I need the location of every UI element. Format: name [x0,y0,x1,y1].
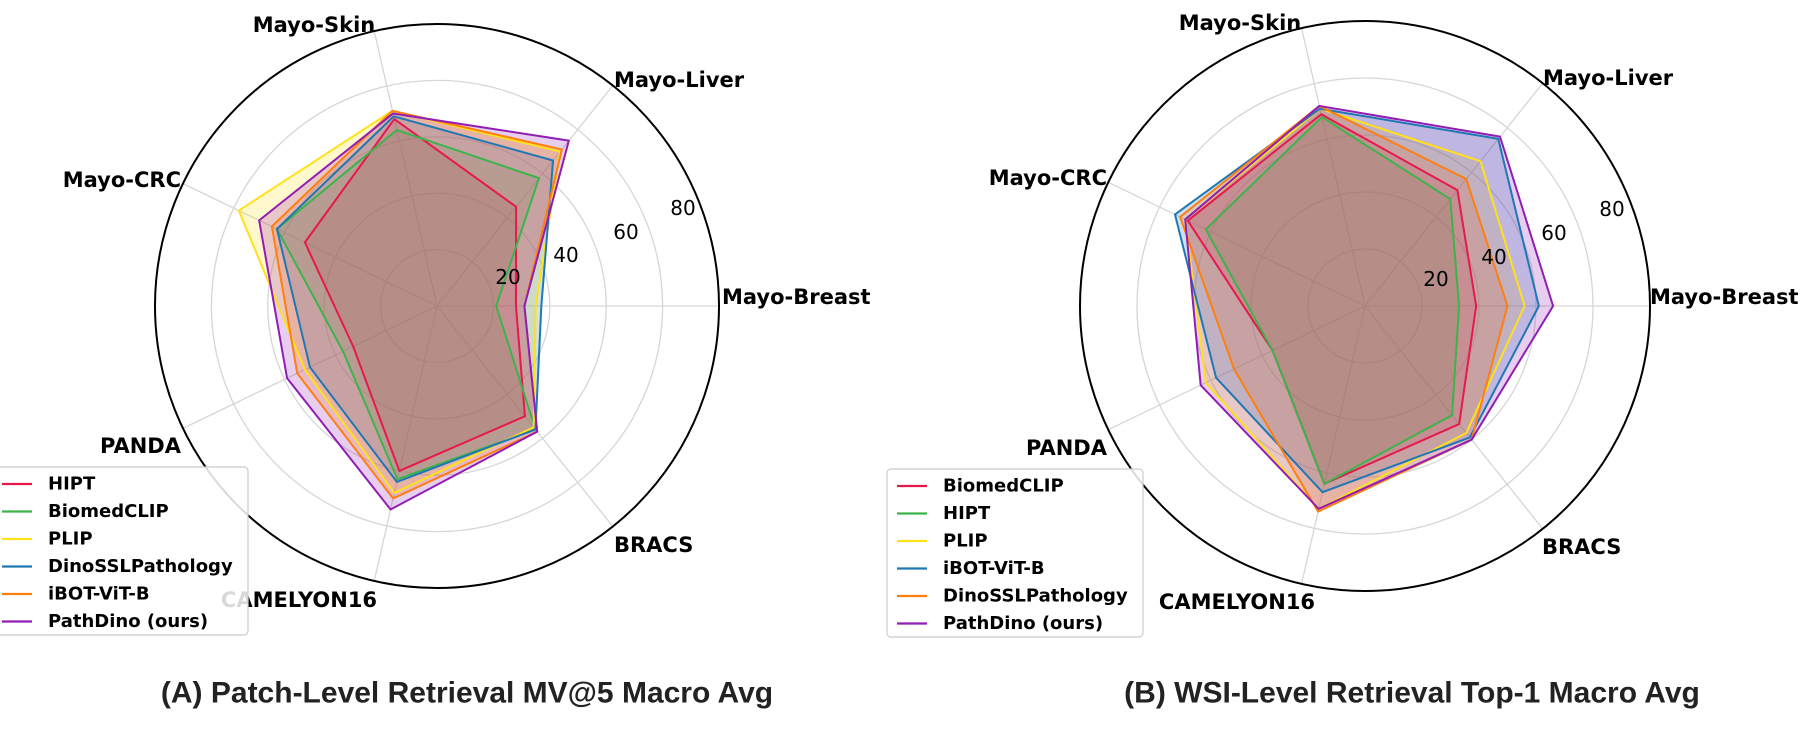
outer-circle [154,23,720,589]
legend-label: DinoSSLPathology [48,556,233,577]
legend-box [886,468,1144,638]
series-area-plip [1185,108,1525,509]
radar-chart-wsi-level: 20 40 60 80 Mayo-Breast Mayo-Liver Mayo-Skin Ma… [886,11,1799,710]
legend-item-hipt: HIPT [2,474,96,495]
r-tick-label: 20 [495,265,520,289]
series-area-hipt [1205,117,1460,484]
legend-item-plip: PLIP [897,531,988,552]
legend-label: iBOT-ViT-B [943,558,1045,579]
legend-label: PLIP [943,531,988,552]
spoke-camelyon16 [1300,305,1366,584]
outer-circle [1079,20,1651,592]
legend-item-plip: PLIP [2,529,93,550]
legend-item-ibot-vit-b: iBOT-ViT-B [897,558,1045,579]
legend-item-dinosslpathology: DinoSSLPathology [897,586,1128,607]
legend-item-biomedclip: BiomedCLIP [2,501,169,522]
axis-label-mayo-liver: Mayo-Liver [1543,66,1674,90]
legend-item-ibot-vit-b: iBOT-ViT-B [2,584,150,605]
legend-label: HIPT [943,503,991,524]
legend-item-dinosslpathology: DinoSSLPathology [2,556,233,577]
legend-label: PathDino (ours) [48,611,208,632]
axis-label-bracs: BRACS [1542,535,1621,559]
r-tick-label: 60 [613,220,638,244]
axis-label-mayo-liver: Mayo-Liver [614,68,745,92]
spoke-mayo-liver [1364,82,1544,307]
series-line-pathdino-ours [1184,104,1555,510]
legend-label: PathDino (ours) [943,613,1103,634]
series-line-plip [1184,107,1526,510]
spoke-mayo-liver [436,85,614,307]
spoke-mayo-crc [182,183,438,307]
legend-label: BiomedCLIP [943,476,1064,497]
legend: BiomedCLIP HIPT PLIP iBOT-ViT-B DinoSSLPatho… [886,468,1144,638]
series-area-hipt [304,119,525,471]
axis-label-mayo-crc: Mayo-CRC [63,168,181,192]
series-area-biomedclip [276,130,539,480]
legend: HIPT BiomedCLIP PLIP DinoSSLPathology iBOT-V… [0,466,249,636]
spoke-mayo-skin [1300,28,1366,307]
series-fills [1174,105,1554,512]
axis-label-panda: PANDA [100,434,182,458]
spoke-mayo-crc [1107,181,1366,307]
r-tick-label: 60 [1541,221,1566,245]
chart-title: (B) WSI-Level Retrieval Top-1 Macro Avg [1124,677,1700,710]
series-area-dinosslpathology [276,116,554,482]
legend-label: DinoSSLPathology [943,586,1128,607]
r-tick-label: 80 [670,196,695,220]
series-area-biomedclip [1187,114,1477,484]
axis-label-panda: PANDA [1026,436,1108,460]
series-lines [1173,104,1555,513]
axis-label-mayo-breast: Mayo-Breast [1650,285,1799,309]
series-area-ibot-vit-b [1174,108,1539,493]
spoke-mayo-skin [373,30,438,307]
legend-item-pathdino-ours: PathDino (ours) [897,613,1103,634]
series-area-pathdino-ours [259,113,569,510]
series-lines [237,109,570,511]
spoke-bracs [1364,305,1544,530]
series-line-pathdino-ours [258,112,570,511]
series-area-plip [238,110,561,493]
series-line-dinosslpathology [275,115,555,483]
series-fills [238,110,569,510]
series-line-hipt [303,118,526,472]
radar-chart-patch-level: 20 40 60 80 Mayo-Breast Mayo-Liver Mayo-Skin Ma… [0,13,871,710]
series-line-ibot-vit-b [270,109,563,500]
legend-box [0,466,249,636]
series-line-biomedclip [1186,113,1478,485]
legend-item-biomedclip: BiomedCLIP [897,476,1064,497]
spoke-camelyon16 [373,305,438,582]
r-tick-label: 40 [1481,245,1506,269]
series-line-hipt [1204,116,1461,485]
axis-label-mayo-crc: Mayo-CRC [989,166,1107,190]
r-tick-label: 80 [1599,197,1624,221]
legend-label: HIPT [48,474,96,495]
r-tick-label: 40 [553,243,578,267]
series-area-ibot-vit-b [271,110,562,499]
axis-label-mayo-breast: Mayo-Breast [722,285,871,309]
axis-label-camelyon16: CAMELYON16 [1159,590,1315,614]
axis-label-mayo-skin: Mayo-Skin [253,13,376,37]
axis-label-mayo-skin: Mayo-Skin [1179,11,1302,35]
legend-label: BiomedCLIP [48,501,169,522]
axis-label-bracs: BRACS [614,533,693,557]
series-line-ibot-vit-b [1173,107,1540,494]
legend-label: PLIP [48,529,93,550]
series-area-dinosslpathology [1180,105,1508,512]
legend-item-pathdino-ours: PathDino (ours) [2,611,208,632]
chart-title: (A) Patch-Level Retrieval MV@5 Macro Avg [161,677,773,710]
legend-label: iBOT-ViT-B [48,584,150,605]
spoke-panda [1107,305,1366,431]
r-tick-label: 20 [1423,267,1448,291]
legend-item-hipt: HIPT [897,503,991,524]
